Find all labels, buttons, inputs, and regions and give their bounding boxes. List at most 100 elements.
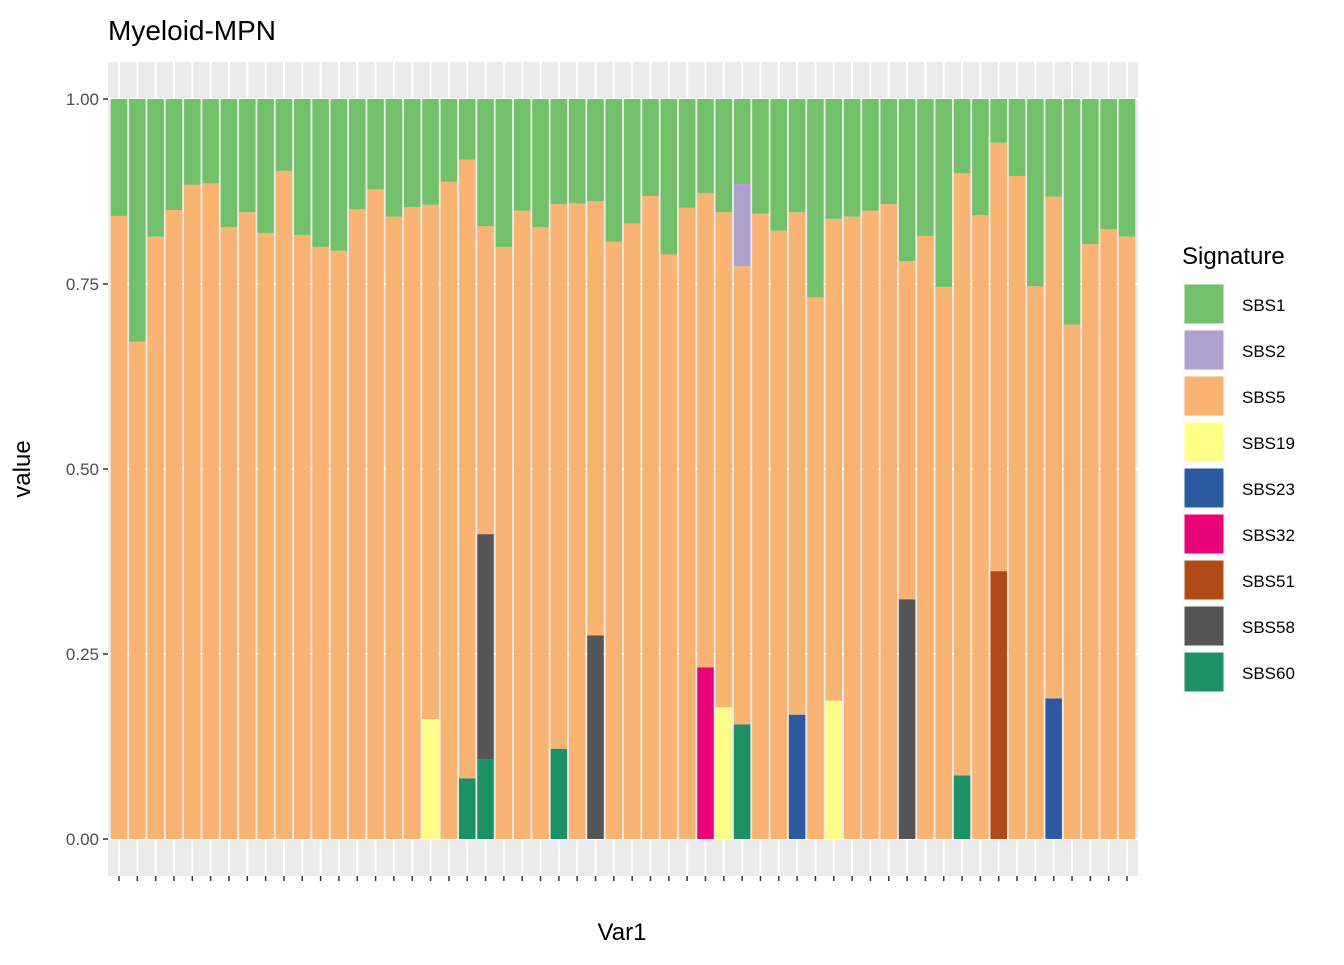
bar-segment (184, 99, 201, 185)
bar-segment (568, 99, 586, 204)
bar-segment (294, 235, 311, 839)
bar-segment (568, 203, 586, 840)
bar-segment (239, 99, 256, 213)
bar-segment (678, 99, 696, 208)
bar-segment (257, 232, 274, 839)
bar-segment (165, 210, 183, 839)
legend-swatch (1183, 467, 1225, 509)
bar-segment (550, 99, 568, 205)
bar-segment (1045, 196, 1062, 699)
bar-segment (495, 99, 513, 247)
bar-segment (1118, 236, 1136, 839)
legend-swatch (1183, 329, 1225, 371)
bar-segment (477, 99, 494, 227)
bar-segment (532, 227, 549, 839)
bar-segment (1063, 99, 1081, 325)
bar-segment (605, 99, 623, 242)
bar-segment (660, 99, 678, 255)
bar-segment (110, 99, 128, 216)
bar-segment (440, 99, 458, 182)
bar-segment (1027, 286, 1044, 840)
bar-segment (770, 99, 788, 231)
bar-segment (1082, 244, 1099, 840)
bar-segment (165, 99, 183, 210)
bar-segment (1082, 99, 1099, 245)
bar-segment (733, 99, 751, 185)
bar-segment (184, 184, 201, 840)
bar-segment (330, 99, 348, 251)
bar-segment (275, 99, 293, 171)
y-tick-label: 0.75 (66, 275, 99, 294)
bar-segment (367, 189, 384, 839)
bar-segment (917, 99, 934, 236)
legend-label: SBS60 (1242, 664, 1295, 683)
bar-segment (953, 173, 971, 776)
legend-label: SBS23 (1242, 480, 1295, 499)
legend-label: SBS51 (1242, 572, 1295, 591)
bar-segment (330, 250, 348, 839)
bar-segment (807, 99, 824, 298)
bar-segment (825, 218, 843, 701)
bar-segment (715, 707, 733, 839)
bar-segment (972, 215, 989, 839)
bar-segment (1045, 698, 1062, 839)
bar-segment (605, 241, 623, 839)
bar-segment (825, 99, 843, 219)
bar-segment (312, 247, 329, 839)
bar-segment (202, 99, 219, 184)
bar-segment (495, 247, 513, 839)
bar-segment (587, 201, 604, 636)
legend-swatch (1183, 283, 1225, 325)
bar-segment (642, 195, 659, 839)
legend-label: SBS19 (1242, 434, 1295, 453)
bar-segment (788, 714, 806, 839)
legend-swatch (1183, 605, 1225, 647)
legend-label: SBS32 (1242, 526, 1295, 545)
bar-segment (367, 99, 384, 190)
bar-segment (898, 99, 916, 262)
bar-segment (147, 99, 164, 237)
y-tick-label: 0.50 (66, 460, 99, 479)
bar-segment (752, 99, 769, 214)
bar-segment (220, 99, 238, 228)
bar-segment (477, 759, 494, 839)
bar-segment (678, 207, 696, 839)
bar-segment (1008, 175, 1026, 839)
bar-segment (733, 724, 751, 839)
bar-segment (880, 204, 897, 839)
legend-label: SBS5 (1242, 388, 1285, 407)
bar-segment (825, 700, 843, 839)
bar-segment (807, 297, 824, 839)
bar-segment (1100, 99, 1117, 230)
bar-segment (440, 181, 458, 839)
bar-segment (880, 99, 897, 205)
bar-segment (403, 207, 421, 840)
bar-segment (587, 99, 604, 202)
y-tick-label: 0.00 (66, 830, 99, 849)
bar-segment (422, 99, 439, 205)
bar-segment (239, 212, 256, 840)
bar-segment (458, 99, 476, 160)
bar-segment (843, 99, 861, 217)
bar-segment (312, 99, 329, 247)
bar-segment (513, 210, 531, 840)
legend-label: SBS2 (1242, 342, 1285, 361)
bar-segment (788, 99, 806, 213)
bar-segment (477, 226, 494, 535)
bar-segment (458, 159, 476, 779)
bar-segment (935, 99, 952, 287)
bar-segment (513, 99, 531, 211)
bar-segment (623, 99, 641, 224)
bar-segment (257, 99, 274, 233)
bar-segment (550, 204, 568, 749)
bar-segment (202, 183, 219, 840)
legend-swatch (1183, 559, 1225, 601)
bar-segment (862, 210, 879, 840)
legend-swatch (1183, 421, 1225, 463)
y-axis-title: value (9, 440, 36, 497)
bar-segment (953, 99, 971, 173)
bar-segment (990, 571, 1007, 839)
bar-segment (349, 209, 366, 839)
bar-segment (843, 216, 861, 839)
